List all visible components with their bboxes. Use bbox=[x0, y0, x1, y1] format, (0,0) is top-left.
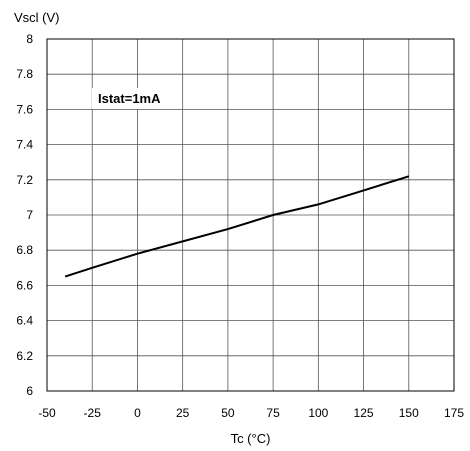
y-tick-label: 6.2 bbox=[16, 349, 33, 363]
y-tick-label: 7.6 bbox=[16, 102, 33, 116]
y-tick-label: 6.8 bbox=[16, 243, 33, 257]
x-tick-label: 125 bbox=[354, 406, 374, 420]
x-tick-label: 25 bbox=[176, 406, 190, 420]
y-tick-label: 8 bbox=[26, 32, 33, 46]
x-tick-label: 50 bbox=[221, 406, 235, 420]
series-line bbox=[64, 175, 410, 278]
y-tick-label: 6.4 bbox=[16, 314, 33, 328]
y-tick-label: 6 bbox=[26, 384, 33, 398]
annotation-box bbox=[92, 88, 176, 109]
x-tick-label: 0 bbox=[134, 406, 141, 420]
y-tick-label: 7.4 bbox=[16, 138, 33, 152]
y-tick-label: 7 bbox=[26, 208, 33, 222]
annotation-label: Istat=1mA bbox=[98, 91, 161, 106]
y-tick-label: 6.6 bbox=[16, 278, 33, 292]
x-tick-label: 150 bbox=[399, 406, 419, 420]
x-tick-label: 175 bbox=[444, 406, 464, 420]
series-layer bbox=[64, 175, 410, 278]
x-axis-title: Tc (°C) bbox=[231, 431, 271, 446]
y-tick-label: 7.8 bbox=[16, 67, 33, 81]
x-tick-label: -50 bbox=[38, 406, 56, 420]
y-axis-title: Vscl (V) bbox=[14, 10, 60, 25]
x-tick-label: 100 bbox=[308, 406, 328, 420]
plot-area bbox=[46, 38, 455, 392]
y-tick-label: 7.2 bbox=[16, 173, 33, 187]
tick-labels: -50 -25 0 25 50 75 100 125 150 175 6 6.2 6.4 6.6 6.8 7 7… bbox=[16, 32, 464, 420]
x-tick-label: 75 bbox=[266, 406, 280, 420]
x-tick-label: -25 bbox=[84, 406, 102, 420]
